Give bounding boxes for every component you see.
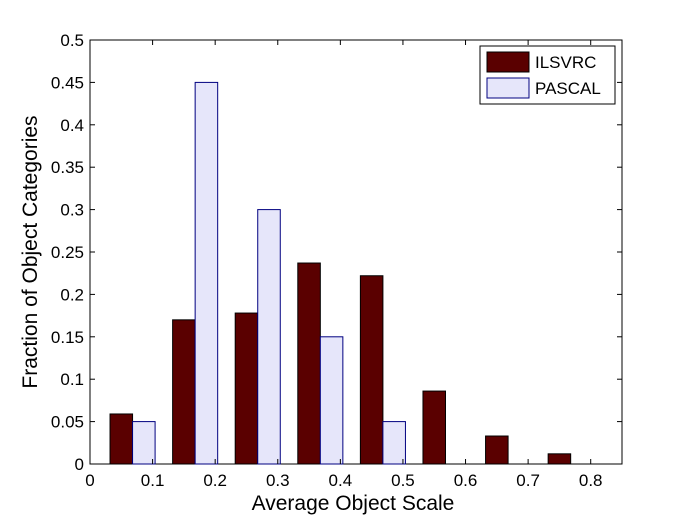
legend-swatch-pascal xyxy=(486,77,530,99)
x-axis-label: Average Object Scale xyxy=(252,492,455,515)
bar-ilsvrc-6 xyxy=(485,435,509,465)
bar-pascal-4 xyxy=(382,421,406,465)
y-tick-label: 0.35 xyxy=(51,158,84,177)
bar-pascal-2 xyxy=(257,209,281,465)
x-tick-label: 0.2 xyxy=(203,471,227,490)
bar-ilsvrc-2 xyxy=(234,312,259,465)
bar-ilsvrc-4 xyxy=(359,275,384,465)
bar-ilsvrc-1 xyxy=(172,319,196,465)
legend-label-pascal: PASCAL xyxy=(535,79,601,98)
y-axis-label: Fraction of Object Categories xyxy=(19,115,42,388)
x-tick-label: 0.6 xyxy=(454,471,478,490)
y-tick-label: 0 xyxy=(75,455,84,474)
y-tick-label: 0.1 xyxy=(60,370,84,389)
y-tick-label: 0.15 xyxy=(51,328,84,347)
y-tick-label: 0.05 xyxy=(51,413,84,432)
bar-pascal-0 xyxy=(132,421,156,465)
bars-group xyxy=(109,81,572,465)
x-tick-label: 0.4 xyxy=(329,471,353,490)
bar-ilsvrc-5 xyxy=(422,390,447,465)
y-tick-label: 0.3 xyxy=(60,201,84,220)
y-tick-label: 0.2 xyxy=(60,285,84,304)
legend-swatch-ilsvrc xyxy=(486,51,530,73)
y-tick-label: 0.4 xyxy=(60,116,84,135)
x-tick-label: 0.7 xyxy=(516,471,540,490)
y-axis: 0 0.05 0.1 0.15 0.2 0.25 0.3 0.35 0.4 0.45 0.5 xyxy=(51,31,622,474)
x-tick-label: 0.1 xyxy=(141,471,165,490)
bar-ilsvrc-3 xyxy=(297,262,321,465)
x-tick-label: 0.8 xyxy=(579,471,603,490)
x-tick-label: 0.5 xyxy=(391,471,415,490)
x-tick-label: 0.3 xyxy=(266,471,290,490)
legend: ILSVRC PASCAL xyxy=(479,45,616,105)
legend-label-ilsvrc: ILSVRC xyxy=(535,53,596,72)
y-tick-label: 0.45 xyxy=(51,73,84,92)
x-tick-label: 0 xyxy=(85,471,94,490)
x-axis: 0 0.1 0.2 0.3 0.4 0.5 0.6 0.7 0.8 xyxy=(85,40,603,490)
bar-pascal-3 xyxy=(319,336,344,465)
y-tick-label: 0.25 xyxy=(51,243,84,262)
bar-pascal-1 xyxy=(194,81,219,465)
y-tick-label: 0.5 xyxy=(60,31,84,50)
bar-ilsvrc-7 xyxy=(547,453,572,465)
bar-ilsvrc-0 xyxy=(109,413,134,465)
